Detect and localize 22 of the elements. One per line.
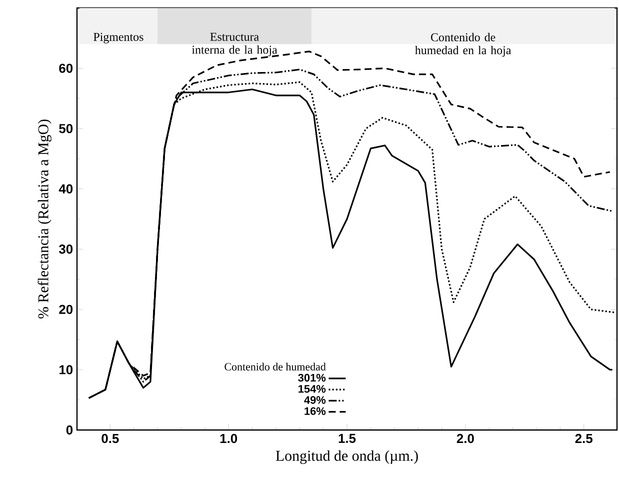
- legend-label: 16%: [304, 407, 326, 415]
- y-tick-label: 20: [59, 304, 73, 314]
- x-tick-label: 2.5: [575, 434, 592, 444]
- legend-title: Contenido de humedad: [224, 362, 326, 370]
- y-axis-title: % Reflectancia (Relativa a MgO): [38, 120, 52, 318]
- band-label: Contenido de humedad en la hoja: [415, 32, 512, 57]
- x-tick-label: 2.0: [456, 434, 474, 444]
- y-tick-label: 40: [58, 184, 73, 194]
- y-tick-label: 10: [59, 365, 73, 374]
- y-tick-label: 60: [59, 64, 73, 73]
- legend-label: 49%: [304, 396, 326, 404]
- x-axis-title: Longitud de onda (µm.): [276, 450, 418, 464]
- band-label: Pigmentos: [94, 32, 144, 44]
- y-tick-label: 30: [58, 244, 73, 254]
- band-label: Estructura interna de la hoja: [192, 32, 278, 56]
- x-tick-label: 1.5: [338, 434, 356, 443]
- legend-label: 154%: [298, 384, 326, 393]
- x-tick-label: 0.5: [102, 434, 119, 444]
- x-tick-label: 1.0: [220, 434, 238, 444]
- y-tick-label: 0: [66, 425, 73, 435]
- y-tick-label: 50: [59, 124, 73, 134]
- legend-label: 301%: [298, 374, 326, 382]
